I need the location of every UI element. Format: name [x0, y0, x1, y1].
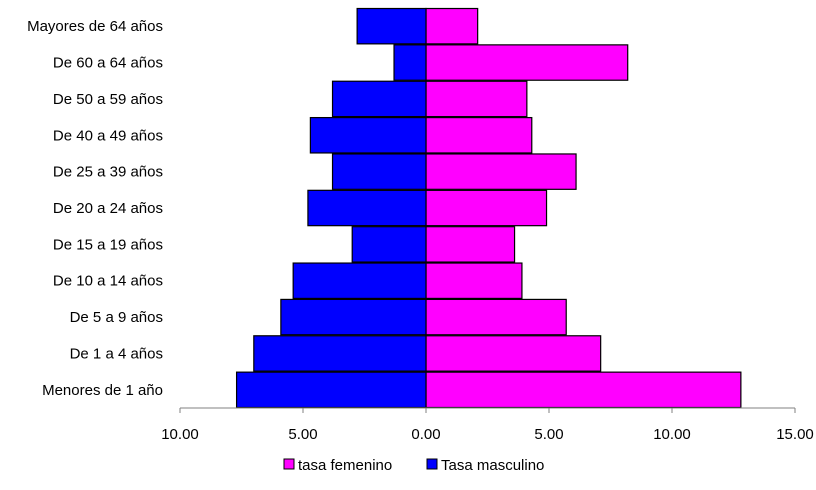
- bar-masculino-8: [331, 80, 427, 118]
- bar-masculino-10: [356, 7, 427, 45]
- x-tick-label: 10.00: [653, 426, 691, 443]
- legend-swatch: [426, 458, 438, 470]
- x-tick-label: 10.00: [161, 426, 199, 443]
- category-label: De 40 a 49 años: [53, 127, 163, 144]
- x-tick-label: 5.00: [288, 426, 317, 443]
- bar-masculino-7: [309, 116, 427, 154]
- x-tick-label: 0.00: [411, 426, 440, 443]
- bar-femenino-2: [425, 298, 567, 336]
- bar-femenino-5: [425, 189, 548, 227]
- category-label: De 1 a 4 años: [70, 345, 163, 362]
- bar-masculino-1: [253, 335, 427, 372]
- bar-masculino-9: [393, 44, 427, 81]
- x-tick-label: 15.00: [776, 426, 814, 443]
- bar-femenino-9: [425, 44, 629, 81]
- bars-layer: [235, 7, 742, 409]
- category-label: De 25 a 39 años: [53, 164, 163, 181]
- bar-masculino-6: [331, 153, 427, 190]
- legend-label: Tasa masculino: [441, 457, 544, 474]
- category-label: De 5 a 9 años: [70, 309, 163, 326]
- category-labels: Menores de 1 año De 1 a 4 años De 5 a 9 añ…: [27, 18, 163, 399]
- legend-label: tasa femenino: [298, 457, 392, 474]
- bar-masculino-3: [292, 262, 427, 300]
- tick-labels: 10.00 5.00 0.00 5.00 10.00 15.00: [161, 426, 814, 443]
- bar-femenino-3: [425, 262, 523, 300]
- bar-femenino-0: [425, 371, 742, 409]
- bar-femenino-1: [425, 335, 602, 372]
- bar-femenino-8: [425, 80, 528, 118]
- bar-masculino-0: [235, 371, 427, 409]
- legend: tasa femenino Tasa masculino: [283, 457, 544, 474]
- bar-femenino-4: [425, 226, 516, 263]
- bar-masculino-5: [307, 189, 427, 227]
- category-label: De 50 a 59 años: [53, 91, 163, 108]
- bar-masculino-4: [351, 226, 427, 263]
- legend-swatch: [283, 458, 295, 470]
- axis-layer: [179, 407, 796, 413]
- bar-masculino-2: [280, 298, 427, 336]
- category-label: Menores de 1 año: [42, 382, 163, 399]
- category-label: De 60 a 64 años: [53, 55, 163, 72]
- bar-femenino-6: [425, 153, 577, 190]
- bar-femenino-7: [425, 116, 533, 154]
- category-label: De 20 a 24 años: [53, 200, 163, 217]
- category-label: De 15 a 19 años: [53, 236, 163, 253]
- category-label: De 10 a 14 años: [53, 273, 163, 290]
- category-label: Mayores de 64 años: [27, 18, 163, 35]
- x-tick-label: 5.00: [534, 426, 563, 443]
- bar-femenino-10: [425, 7, 479, 45]
